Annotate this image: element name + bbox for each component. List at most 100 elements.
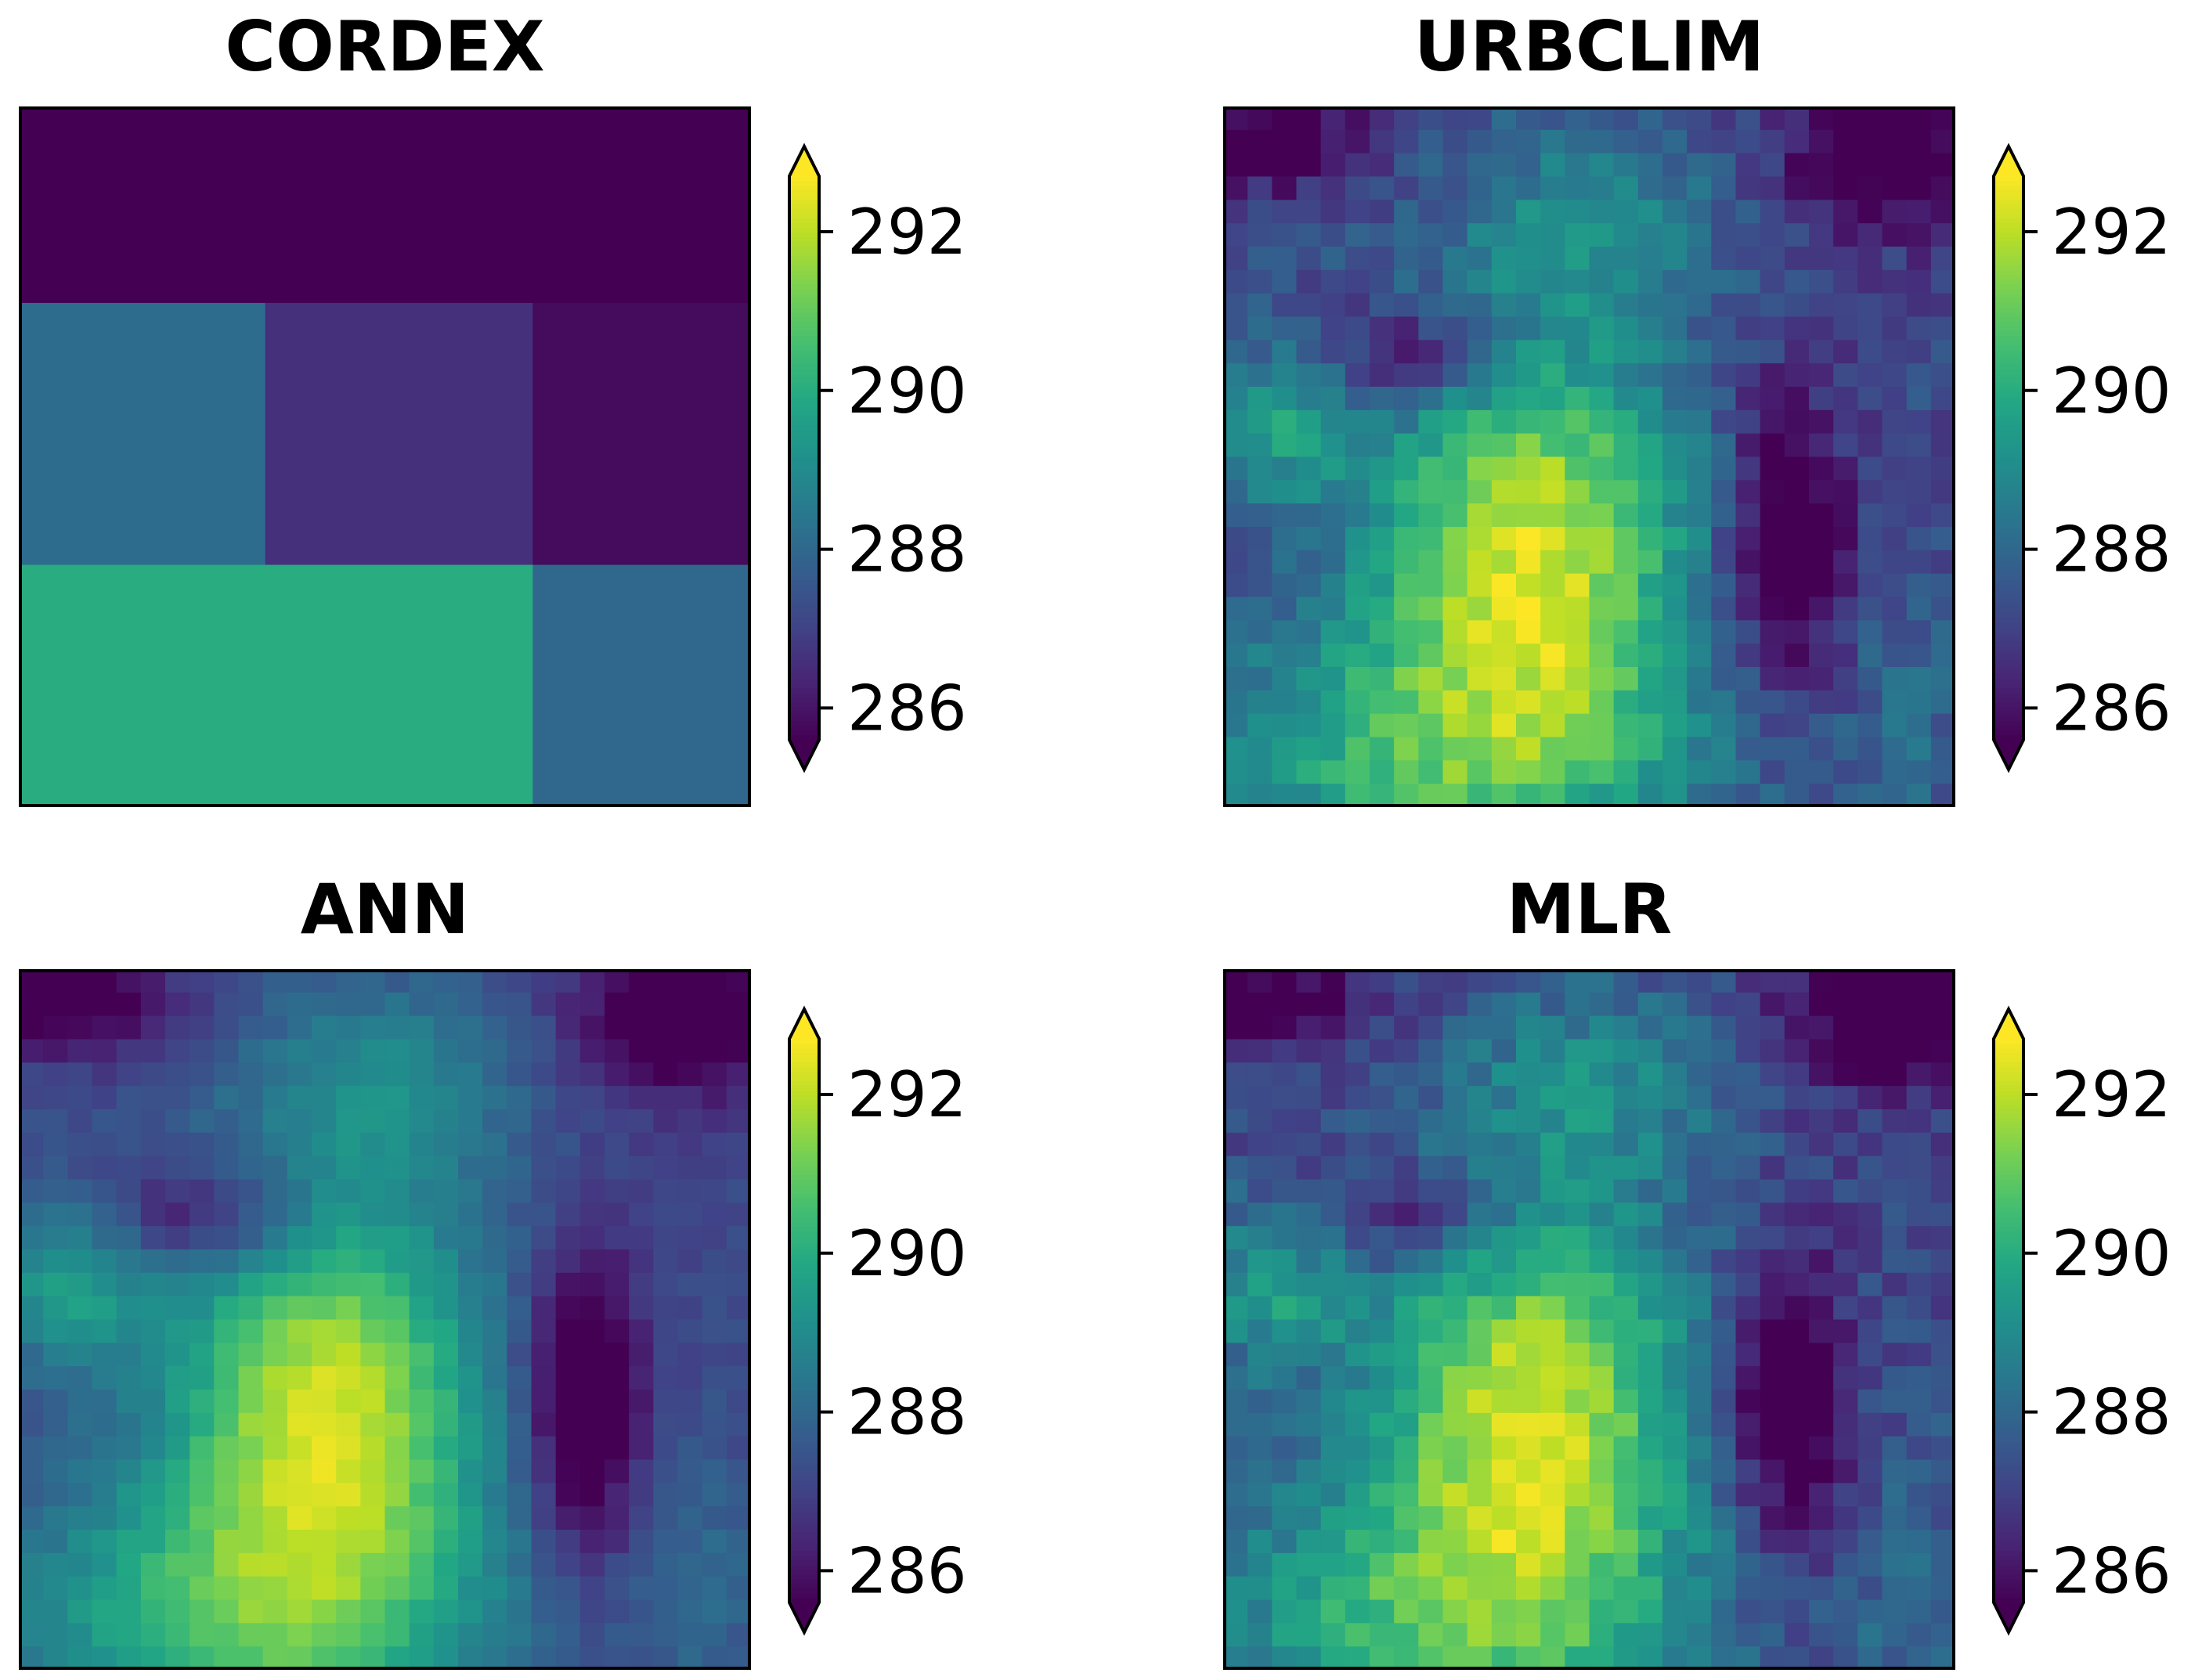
colorbar-segment [789, 350, 819, 355]
colorbar-segment [789, 1170, 819, 1176]
heatmap-cell [677, 1319, 703, 1343]
heatmap-cell [1833, 269, 1858, 294]
heatmap-cell [702, 1623, 727, 1647]
heatmap-cell [1833, 573, 1858, 598]
colorbar-segment [789, 1410, 819, 1415]
heatmap-cell [1760, 387, 1785, 411]
colorbar-segment [789, 1076, 819, 1082]
colorbar-segment [789, 1593, 819, 1599]
colorbar-segment [789, 289, 819, 294]
heatmap-cell [531, 1015, 557, 1040]
heatmap-cell [1467, 340, 1493, 364]
heatmap-cell [677, 1623, 703, 1647]
colorbar-segment [789, 1278, 819, 1284]
panel-title: MLR [1506, 869, 1673, 950]
heatmap-cell [1613, 1039, 1639, 1063]
heatmap-cell [605, 1646, 630, 1670]
heatmap-cell [1418, 1530, 1444, 1554]
heatmap-cell [1906, 1249, 1932, 1274]
heatmap-cell [1296, 1530, 1322, 1554]
heatmap-cell [1882, 1155, 1908, 1181]
heatmap-cell [1565, 969, 1590, 993]
heatmap-cell [1565, 293, 1590, 318]
heatmap-cell [1760, 480, 1785, 504]
heatmap-cell [1540, 1412, 1565, 1437]
colorbar-segment [789, 491, 819, 496]
heatmap-cell [1857, 737, 1883, 761]
heatmap-cell [482, 1319, 507, 1343]
heatmap-cell [1637, 1366, 1663, 1390]
heatmap-cell [1565, 573, 1590, 598]
axes-frame [19, 106, 751, 807]
heatmap-cell [677, 1226, 703, 1250]
heatmap-cell [19, 1179, 44, 1203]
heatmap-cell [653, 992, 679, 1017]
heatmap-cell [1223, 1623, 1248, 1647]
heatmap-cell [1760, 1086, 1785, 1110]
heatmap-cell [1516, 433, 1541, 458]
heatmap-cell [1491, 387, 1517, 411]
heatmap-cell [1930, 1179, 1955, 1203]
colorbar-segment [1994, 1462, 2023, 1467]
colorbar-segment [1994, 510, 2023, 515]
heatmap-cell [312, 1202, 337, 1227]
heatmap-cell [1296, 1319, 1322, 1343]
heatmap-cell [336, 1132, 361, 1157]
heatmap-cell [1882, 269, 1908, 294]
heatmap-cell [1272, 200, 1298, 224]
heatmap-cell [1320, 1179, 1346, 1203]
heatmap-cell [1223, 1109, 1248, 1134]
heatmap-cell [1637, 387, 1663, 411]
heatmap-cell [1370, 456, 1395, 481]
colorbar-segment [789, 420, 819, 426]
heatmap-cell [1540, 1272, 1565, 1297]
heatmap-cell [1687, 1179, 1712, 1203]
heatmap-cell [1247, 1436, 1272, 1461]
heatmap-cell [1442, 1015, 1468, 1040]
heatmap-cell [531, 992, 557, 1017]
heatmap-cell [1442, 433, 1468, 458]
heatmap-cell [1930, 129, 1955, 154]
heatmap-cell [507, 1459, 532, 1484]
heatmap-cell [1930, 1412, 1955, 1437]
heatmap-cell [579, 1155, 605, 1181]
heatmap-cell [1320, 106, 1346, 131]
heatmap-cell [1687, 223, 1712, 247]
heatmap-cell [1442, 176, 1468, 200]
heatmap-cell [1809, 1319, 1834, 1343]
heatmap-cell [629, 1483, 654, 1507]
heatmap-cell [1320, 1552, 1346, 1577]
heatmap-cell [1370, 1412, 1395, 1437]
heatmap-cell [238, 1155, 264, 1181]
heatmap-cell [1540, 106, 1565, 131]
heatmap-cell [19, 1226, 44, 1250]
heatmap-cell [579, 1296, 605, 1321]
heatmap-cell [1345, 992, 1370, 1017]
colorbar-segment [789, 1386, 819, 1392]
heatmap-cell [1613, 200, 1639, 224]
heatmap-cell [531, 1296, 557, 1321]
colorbar-segment [1994, 1480, 2023, 1486]
heatmap-cell [1272, 293, 1298, 318]
heatmap-cell [1930, 1552, 1955, 1577]
heatmap-cell [1540, 1319, 1565, 1343]
heatmap-cell [1223, 247, 1248, 271]
colorbar-segment [1994, 392, 2023, 398]
heatmap-cell [1809, 1506, 1834, 1530]
heatmap-cell [190, 1179, 215, 1203]
colorbar-segment [1994, 1537, 2023, 1542]
heatmap-cell [726, 1390, 751, 1414]
heatmap-cell [531, 1576, 557, 1601]
heatmap-cell [1613, 269, 1639, 294]
heatmap-cell [653, 1390, 679, 1414]
heatmap-cell [726, 1179, 751, 1203]
heatmap-cell [1906, 1155, 1932, 1181]
colorbar-segment [789, 341, 819, 346]
heatmap-cell [1662, 316, 1688, 341]
heatmap-cell [1491, 1249, 1517, 1274]
heatmap-cell [531, 1483, 557, 1507]
heatmap-cell [1491, 503, 1517, 528]
heatmap-cell [1735, 433, 1761, 458]
heatmap-cell [1320, 1576, 1346, 1601]
heatmap-cell [1272, 503, 1298, 528]
